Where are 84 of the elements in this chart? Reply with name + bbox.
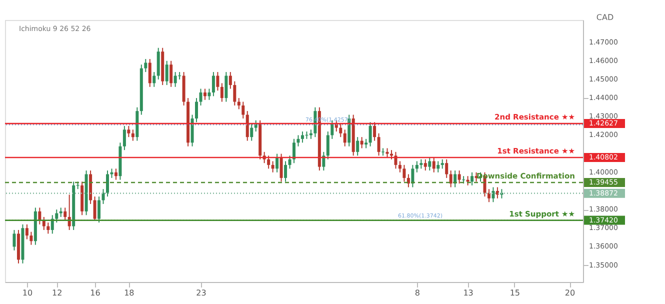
candlestick [356,136,360,156]
candlestick [398,160,402,173]
candlestick [42,216,46,230]
candlestick [246,110,249,142]
candlestick [131,129,134,142]
candlestick [284,160,288,182]
candlestick [360,136,364,149]
candlestick [420,158,423,170]
candlestick [64,207,67,222]
x-tick-label: 10 [22,288,33,298]
candlestick [436,160,440,173]
candlestick [326,130,330,160]
candlestick [199,88,202,106]
candlestick [55,209,58,224]
candlestick [216,72,220,92]
x-tick-label: 12 [52,288,62,298]
candlestick [152,72,156,88]
x-tick-label: 15 [510,288,520,298]
candlestick [242,101,245,119]
candlestick [339,124,342,138]
candlestick [127,125,130,138]
x-tick-label: 18 [124,288,134,298]
candlestick [454,170,457,188]
candlestick [170,60,173,88]
candlestick [195,98,198,123]
candlestick [12,229,16,251]
candlestick [411,164,414,188]
candlestick [98,196,101,224]
candlestick [276,153,279,173]
candlestick [122,125,126,151]
candlestick [203,88,206,100]
candlestick [364,138,368,149]
candlestick [415,160,418,173]
candlestick [280,153,283,182]
candlestick [288,155,292,170]
candlestick [208,88,211,100]
x-tick-label: 16 [90,288,100,298]
x-tick-label: 23 [196,288,206,298]
candlestick [296,134,300,147]
candlestick [343,129,346,147]
candlestick [224,72,228,102]
y-axis-title: CAD [596,13,614,22]
candlestick [250,124,254,142]
x-tick-label: 13 [463,288,474,298]
candlestick [114,168,118,180]
candlestick [144,58,148,73]
candlestick [440,158,444,170]
candlestick [174,72,177,88]
candlestick [402,164,406,182]
x-tick-label: 20 [564,288,576,298]
candlestick [487,188,490,203]
candlestick [267,155,270,170]
candlestick [424,158,427,172]
candlestick [237,98,240,110]
candlestick [458,170,461,184]
candlestick [394,151,398,170]
candlestick [220,82,224,102]
candlestick [148,58,152,88]
candlestick [300,130,304,144]
candlestick [449,170,452,188]
candlestick [386,148,389,158]
candlestick [102,188,105,204]
x-tick-label: 8 [414,288,420,298]
candlestick [492,186,495,203]
candlestick [30,231,33,246]
candlestick [377,132,380,156]
candlestick [165,60,168,86]
candlestick [292,138,296,164]
candlestick [428,157,432,172]
candlestick [271,160,274,173]
candlestick [212,72,215,97]
candlestick [373,122,376,142]
candlestick [25,224,28,240]
candlestick [445,158,448,178]
candlestick [322,151,326,172]
candlestick [406,174,410,188]
candlestick [368,122,372,147]
candlestick [470,172,474,186]
candlestick [106,170,109,198]
candlestick [432,157,436,173]
candlestick [233,80,236,106]
candlestick [46,222,50,234]
candlestick [93,196,96,222]
candlestick [228,72,232,90]
